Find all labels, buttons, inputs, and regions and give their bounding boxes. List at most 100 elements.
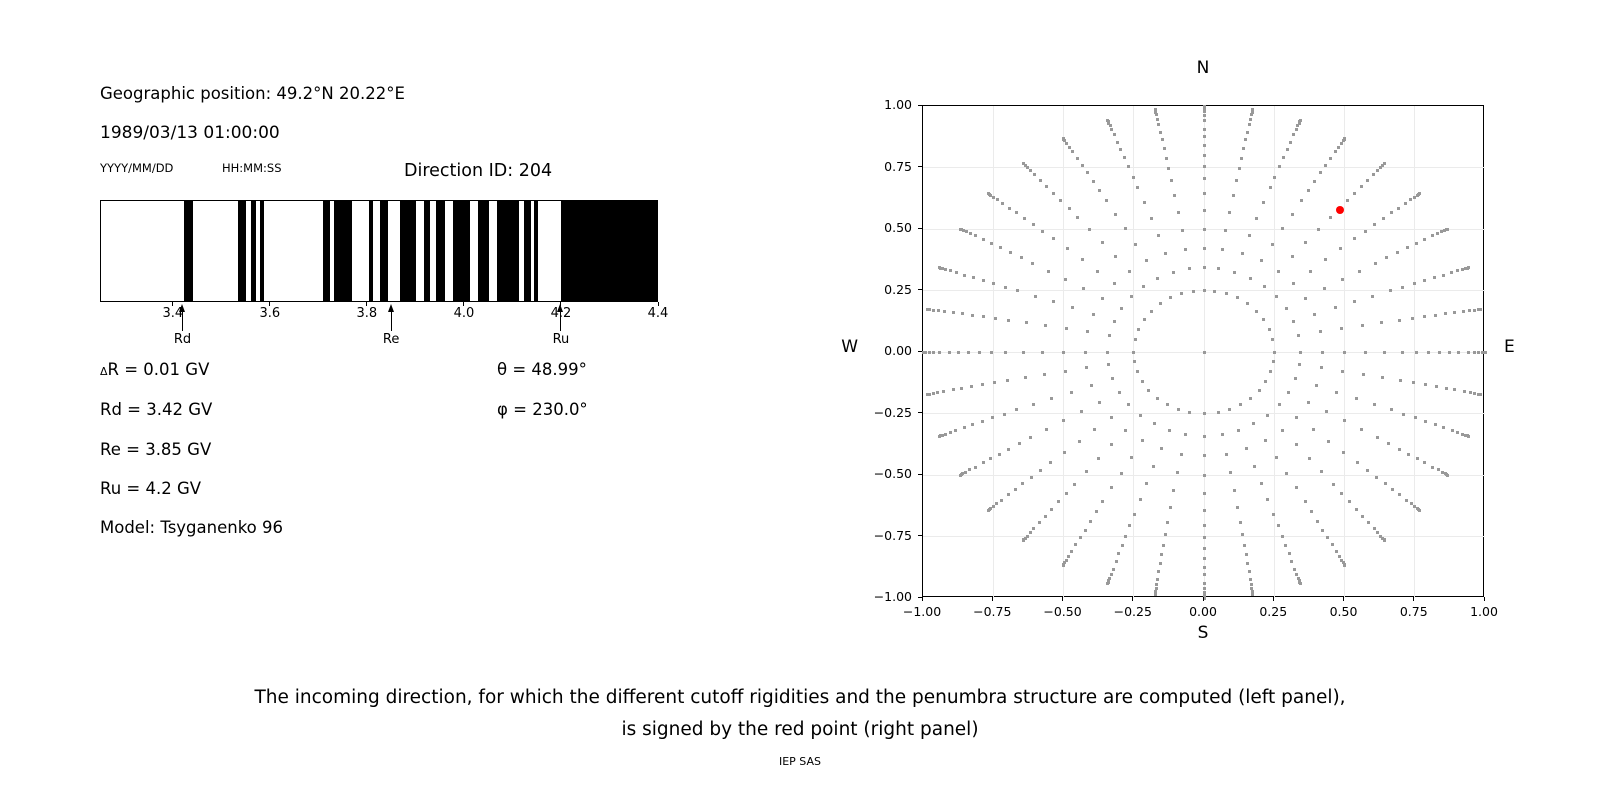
direction-grid-dot <box>1134 242 1138 246</box>
scatter-y-tick <box>918 104 922 106</box>
direction-grid-dot <box>1372 402 1376 406</box>
direction-grid-dot <box>1237 428 1241 432</box>
direction-grid-dot <box>1262 318 1266 322</box>
direction-grid-dot <box>1029 169 1033 173</box>
direction-grid-dot <box>1202 524 1206 528</box>
direction-grid-dot <box>1248 578 1252 582</box>
direction-grid-dot <box>1076 216 1080 220</box>
direction-grid-dot <box>1124 534 1128 538</box>
direction-grid-dot <box>991 505 995 509</box>
direction-grid-dot <box>1110 415 1113 419</box>
direction-grid-dot <box>987 508 991 512</box>
direction-grid-dot <box>1052 191 1056 195</box>
penumbra-band <box>368 201 374 301</box>
direction-grid-dot <box>1123 227 1127 231</box>
direction-grid-dot <box>1337 145 1341 149</box>
direction-grid-dot <box>1330 543 1334 547</box>
direction-grid-dot <box>1132 359 1136 363</box>
direction-grid-dot <box>1440 230 1444 234</box>
scatter-y-tick-label: −1.00 <box>873 589 912 604</box>
direction-grid-dot <box>1298 119 1302 123</box>
cutoff-arrow-line <box>560 311 562 331</box>
direction-grid-dot <box>1239 403 1243 407</box>
direction-grid-dot <box>944 268 948 272</box>
direction-grid-dot <box>1343 137 1346 141</box>
direction-grid-dot <box>1383 350 1387 354</box>
direction-grid-dot <box>1071 306 1075 310</box>
direction-grid-dot <box>1123 156 1127 160</box>
direction-grid-dot <box>1304 296 1308 300</box>
direction-grid-dot <box>1333 306 1337 310</box>
direction-grid-dot <box>1310 510 1314 514</box>
direction-grid-dot <box>1073 482 1077 486</box>
direction-grid-dot <box>1032 527 1036 531</box>
direction-grid-dot <box>1343 563 1346 567</box>
direction-grid-dot <box>1212 289 1216 293</box>
direction-grid-dot <box>1048 460 1052 464</box>
direction-grid-dot <box>1241 533 1245 537</box>
direction-grid-dot <box>1243 543 1247 547</box>
direction-grid-dot <box>1239 521 1242 525</box>
direction-grid-dot <box>1003 285 1007 289</box>
direction-grid-dot <box>1387 441 1391 445</box>
direction-grid-dot <box>1202 536 1206 540</box>
direction-grid-dot <box>1341 139 1345 143</box>
direction-grid-dot <box>1409 198 1413 202</box>
direction-grid-dot <box>947 350 951 354</box>
direction-grid-dot <box>1240 252 1244 256</box>
direction-grid-dot <box>1476 308 1480 312</box>
penumbra-axis-tick <box>366 302 368 306</box>
scatter-y-tick-label: −0.75 <box>873 527 912 543</box>
direction-grid-dot <box>1424 419 1428 423</box>
direction-grid-dot <box>1153 592 1157 596</box>
direction-grid-dot <box>1479 307 1483 311</box>
direction-grid-dot <box>1061 419 1065 423</box>
direction-grid-dot <box>1145 482 1149 486</box>
direction-grid-dot <box>1063 139 1067 143</box>
direction-grid-dot <box>1314 384 1318 388</box>
direction-grid-dot <box>1417 508 1421 512</box>
direction-grid-dot <box>1246 302 1250 306</box>
direction-grid-dot <box>1259 482 1263 486</box>
direction-grid-dot <box>1288 140 1292 144</box>
direction-grid-dot <box>1100 296 1104 300</box>
direction-grid-dot <box>1316 228 1320 232</box>
direction-grid-dot <box>1085 330 1089 334</box>
direction-grid-dot <box>1443 228 1447 232</box>
scatter-x-tick <box>1413 597 1415 601</box>
direction-grid-dot <box>1202 154 1206 158</box>
direction-grid-dot <box>960 386 964 390</box>
direction-grid-dot <box>1286 390 1290 394</box>
direction-grid-dot <box>980 419 984 423</box>
direction-grid-dot <box>1021 482 1025 486</box>
direction-grid-dot <box>1405 498 1409 502</box>
direction-grid-dot <box>1155 583 1159 587</box>
direction-grid-dot <box>1003 350 1007 354</box>
direction-grid-dot <box>959 473 963 477</box>
direction-grid-dot <box>1156 234 1160 238</box>
caption-line-1: The incoming direction, for which the di… <box>254 687 1346 708</box>
direction-grid-dot <box>951 311 955 315</box>
direction-grid-dot <box>1202 164 1206 168</box>
direction-grid-dot <box>1130 455 1134 459</box>
direction-grid-dot <box>1444 386 1448 390</box>
direction-grid-dot <box>1228 407 1232 411</box>
direction-grid-dot <box>1124 428 1128 432</box>
direction-grid-dot <box>1133 338 1137 342</box>
cutoff-arrow-head <box>557 304 564 312</box>
direction-grid-dot <box>1156 578 1160 582</box>
scatter-y-tick <box>918 596 922 598</box>
direction-grid-dot <box>1106 350 1110 354</box>
direction-grid-dot <box>1298 350 1302 354</box>
direction-grid-dot <box>1051 237 1055 241</box>
direction-grid-dot <box>1172 489 1176 493</box>
penumbra-band <box>380 201 389 301</box>
direction-grid-dot <box>1281 227 1284 231</box>
scatter-y-tick <box>918 166 922 167</box>
direction-grid-dot <box>1082 287 1086 291</box>
scatter-x-tick-label: 0.50 <box>1329 604 1358 619</box>
compass-west-label: W <box>841 337 858 357</box>
direction-grid-dot <box>1375 475 1379 479</box>
direction-grid-dot <box>1274 455 1278 459</box>
direction-grid-dot <box>1373 223 1377 227</box>
